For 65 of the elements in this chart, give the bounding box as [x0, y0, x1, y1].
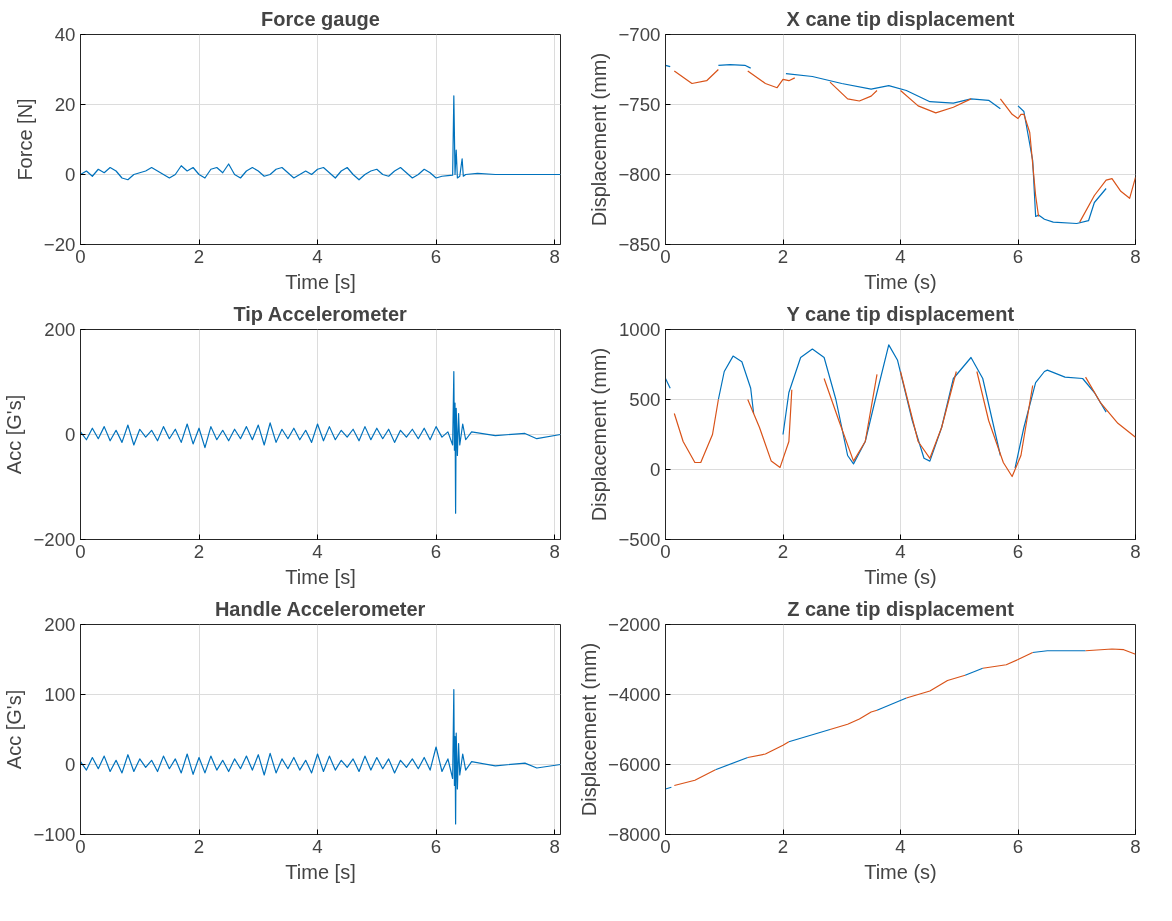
x-axis-title: Time [s]: [285, 565, 356, 588]
x-axis-title: Time (s): [864, 860, 937, 883]
x-tick-label: 6: [1012, 245, 1024, 267]
y-tick-label: 20: [54, 94, 76, 115]
y-tick-label: 500: [629, 389, 661, 410]
x-tick-label: 4: [895, 540, 906, 562]
x-tick-label: 8: [549, 540, 560, 562]
y-tick-label: −850: [618, 234, 661, 255]
y-axis-title: Acc [G's]: [3, 689, 26, 770]
x-axis-title: Time (s): [864, 270, 937, 293]
y-tick-label: −800: [618, 164, 661, 185]
chart-title: Z cane tip displacement: [787, 597, 1015, 620]
x-tick-label: 4: [312, 245, 323, 267]
x-tick-label: 2: [193, 245, 205, 267]
y-tick-label: 0: [65, 754, 76, 775]
y-tick-label: −6000: [608, 754, 661, 775]
chart-title: X cane tip displacement: [786, 7, 1015, 30]
y-tick-label: 0: [65, 164, 76, 185]
x-tick-label: 6: [1012, 835, 1024, 857]
x-tick-label: 2: [193, 835, 205, 857]
y-tick-label: −700: [618, 24, 661, 45]
y-tick-label: −500: [618, 529, 661, 550]
y-axis-title: Acc [G's]: [3, 394, 26, 475]
x-tick-label: 2: [777, 245, 789, 267]
y-axis-title: Displacement (mm): [588, 52, 611, 227]
y-tick-label: −4000: [608, 684, 661, 705]
x-tick-label: 4: [312, 835, 323, 857]
x-tick-label: 6: [430, 245, 442, 267]
y-tick-label: −750: [618, 94, 661, 115]
y-tick-label: −2000: [608, 614, 661, 635]
x-tick-label: 6: [1012, 540, 1024, 562]
x-tick-label: 6: [430, 540, 442, 562]
y-axis-title: Displacement (mm): [588, 347, 611, 522]
y-axis-title: Force [N]: [13, 98, 36, 181]
x-tick-label: 4: [895, 245, 906, 267]
x-tick-label: 6: [430, 835, 442, 857]
x-tick-label: 8: [549, 835, 560, 857]
x-tick-label: 2: [777, 835, 789, 857]
y-tick-label: 40: [54, 24, 76, 45]
chart-title: Force gauge: [261, 7, 380, 30]
x-tick-label: 8: [1130, 835, 1141, 857]
x-tick-label: 4: [312, 540, 323, 562]
y-tick-label: 0: [650, 459, 661, 480]
y-tick-label: 100: [44, 684, 76, 705]
x-tick-label: 8: [1130, 540, 1141, 562]
chart-title: Y cane tip displacement: [786, 302, 1015, 325]
chart-title: Tip Accelerometer: [233, 302, 408, 325]
x-tick-label: 2: [777, 540, 789, 562]
y-tick-label: 200: [44, 614, 76, 635]
x-tick-label: 8: [549, 245, 560, 267]
x-axis-title: Time [s]: [285, 860, 356, 883]
y-axis-title: Displacement (mm): [578, 642, 601, 817]
x-tick-label: 8: [1130, 245, 1141, 267]
y-tick-label: −200: [33, 529, 76, 550]
y-tick-label: −20: [43, 234, 76, 255]
y-tick-label: 0: [65, 424, 76, 445]
x-axis-title: Time [s]: [285, 270, 356, 293]
x-tick-label: 2: [193, 540, 205, 562]
y-tick-label: −100: [33, 824, 76, 845]
x-tick-label: 4: [895, 835, 906, 857]
y-tick-label: −8000: [608, 824, 661, 845]
y-tick-label: 1000: [619, 319, 661, 340]
y-tick-label: 200: [44, 319, 76, 340]
x-axis-title: Time (s): [864, 565, 937, 588]
chart-title: Handle Accelerometer: [214, 597, 426, 620]
